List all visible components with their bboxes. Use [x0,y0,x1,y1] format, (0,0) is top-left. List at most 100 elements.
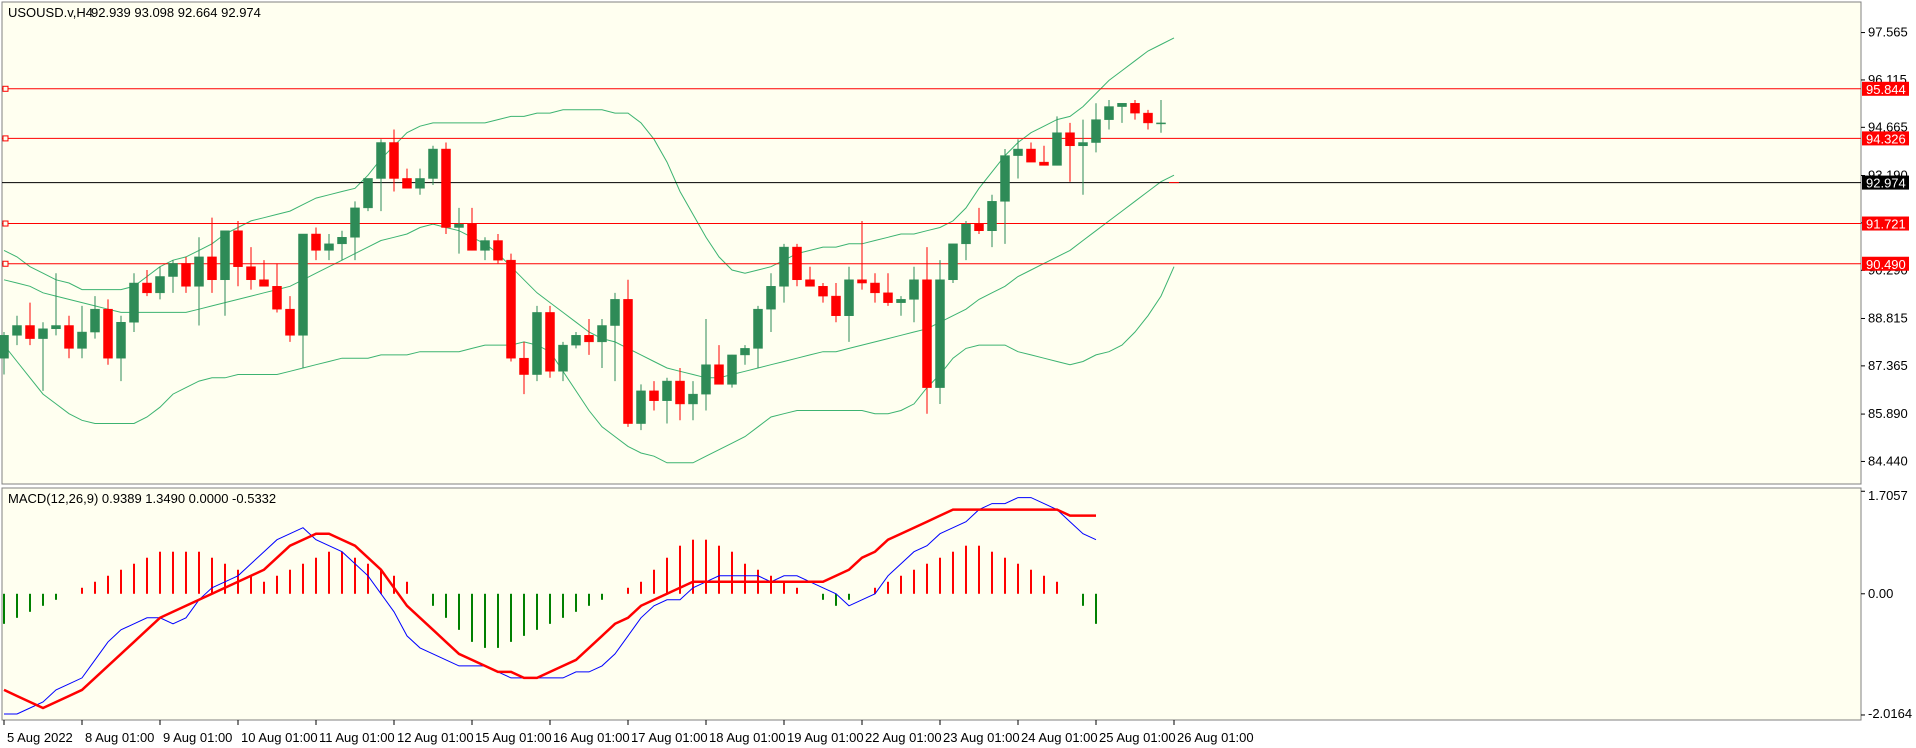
candle-body [987,201,997,231]
level-anchor-handle[interactable] [2,260,9,267]
time-tick-label: 26 Aug 01:00 [1177,730,1254,745]
candle [558,341,568,382]
candle [51,273,61,336]
candle [922,247,932,414]
candle-body [909,279,919,300]
time-tick-label: 5 Aug 2022 [7,730,73,745]
candle [1026,142,1036,163]
level-anchor-handle[interactable] [2,135,9,142]
candle [1052,116,1062,166]
candle [428,145,438,185]
time-tick-label: 11 Aug 01:00 [319,730,395,745]
candle-body [38,328,48,339]
candle-body [1104,106,1114,120]
macd-panel[interactable] [1,487,1862,721]
candle [1130,100,1140,120]
signal-line [3,508,1096,710]
candle-body [1039,161,1049,166]
candle [77,305,87,359]
macd-axis: 1.7057 0.00 -2.0164 [1861,488,1912,721]
candle [0,332,9,375]
candle [298,233,308,368]
symbol-label: USOUSD.v,H4 [8,5,93,20]
candle [948,243,958,284]
candle-body [467,223,477,251]
candle-body [1091,119,1101,143]
time-tick-label: 8 Aug 01:00 [85,730,154,745]
candle-body [272,286,282,310]
ohlc-label: 92.939 93.098 92.664 92.974 [91,5,261,20]
candle [272,263,282,313]
candle-body [155,276,165,294]
candle [792,243,802,287]
candle-body [298,233,308,336]
macd-lines [3,497,1097,715]
candle [909,266,919,323]
candle [376,139,386,212]
candle [1013,139,1023,179]
candle [844,266,854,342]
candle-body [311,233,321,251]
candle [714,345,724,385]
candle [402,168,412,189]
horizontal-levels[interactable] [2,85,1861,267]
time-tick-label: 12 Aug 01:00 [397,730,474,745]
candle-body [1026,148,1036,163]
time-tick-label: 17 Aug 01:00 [631,730,708,745]
candle [454,207,464,254]
candle [415,168,425,195]
candle-body [740,348,750,356]
candle-body [662,380,672,401]
candle-body [610,299,620,326]
candle [623,279,633,427]
candle [311,227,321,261]
candle-body [142,282,152,294]
candle-body [519,357,529,375]
current-price-tag [1862,175,1909,190]
candle [532,305,542,382]
candle [818,283,828,303]
candle-body [597,325,607,343]
candle [1065,122,1075,182]
candle-body [701,364,711,395]
candle-body [1013,148,1023,156]
candle [688,381,698,421]
level-anchor-handle[interactable] [2,220,9,227]
candle [610,292,620,382]
candle-body [1052,132,1062,166]
candle-body [649,390,659,401]
candle [90,296,100,339]
candle-body [64,325,74,349]
time-tick-label: 9 Aug 01:00 [163,730,232,745]
candle-body [844,279,854,316]
candle-body [584,335,594,343]
candle [350,201,360,261]
candle-body [1156,122,1166,125]
candle-body [51,325,61,330]
time-tick-label: 10 Aug 01:00 [241,730,318,745]
candle-body [818,286,828,297]
candle-body [194,256,204,287]
candle [883,273,893,306]
candle-body [337,237,347,245]
candle-body [883,292,893,303]
price-tick-label: 84.440 [1868,453,1908,468]
candle [896,296,906,316]
time-tick-label: 18 Aug 01:00 [709,730,786,745]
macd-histogram [3,539,1097,648]
candle [337,230,347,261]
candle [480,237,490,261]
price-panel[interactable] [1,1,1862,485]
level-price-tag-label: 94.326 [1866,131,1906,146]
level-anchor-handle[interactable] [2,85,9,92]
candle-body [1117,103,1127,107]
macd-line [4,497,1097,715]
candle-body [753,308,763,349]
time-tick-label: 22 Aug 01:00 [865,730,942,745]
candle [142,269,152,297]
candle-body [1143,112,1153,124]
candle [259,260,269,287]
candle [636,384,646,431]
candle-body [454,223,464,228]
